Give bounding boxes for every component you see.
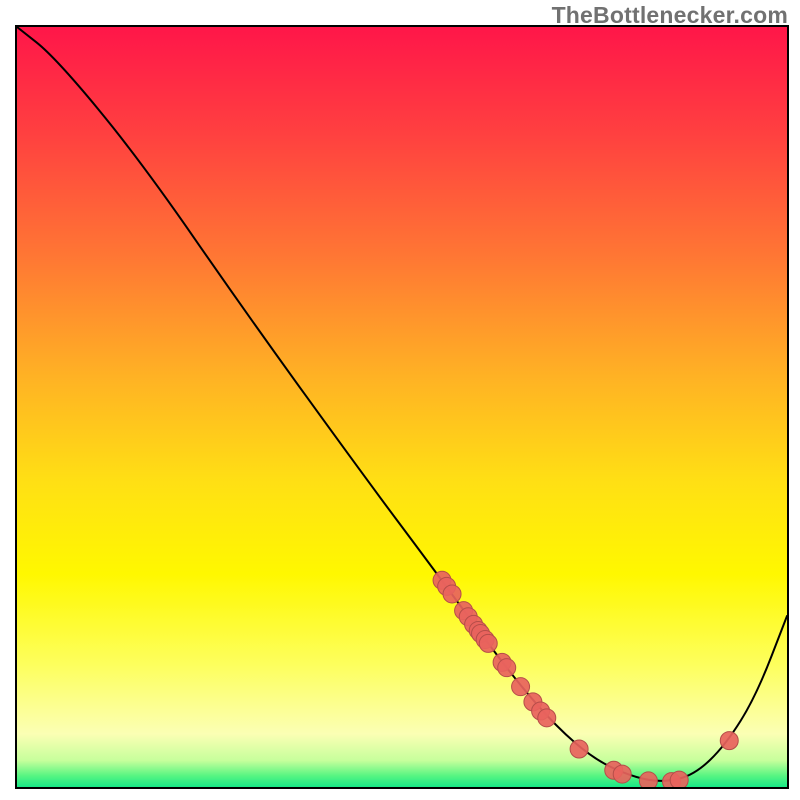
data-point [538, 709, 556, 727]
data-point [479, 634, 497, 652]
markers-svg [17, 27, 787, 787]
data-point [443, 585, 461, 603]
data-point [670, 771, 688, 787]
data-point [570, 740, 588, 758]
data-point [498, 659, 516, 677]
data-point [720, 732, 738, 750]
chart-root: TheBottlenecker.com [0, 0, 800, 800]
watermark-text: TheBottlenecker.com [552, 2, 788, 29]
data-point [613, 765, 631, 783]
data-point [639, 772, 657, 787]
plot-area [15, 25, 789, 789]
data-point [512, 678, 530, 696]
